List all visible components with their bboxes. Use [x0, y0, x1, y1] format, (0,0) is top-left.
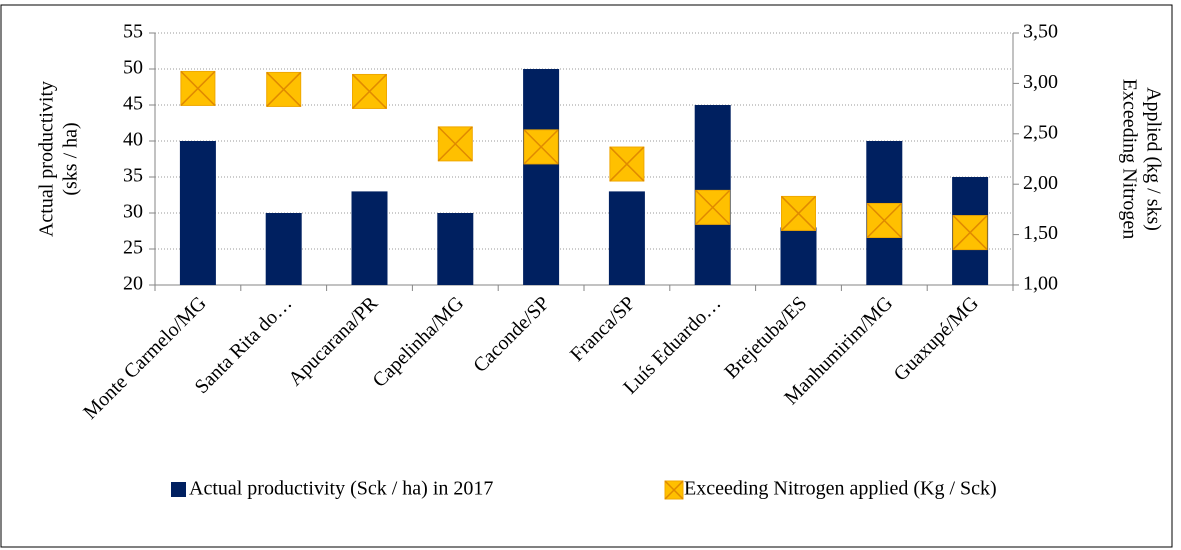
bar [351, 191, 388, 285]
bar [179, 141, 216, 285]
bar [523, 69, 560, 285]
bar [437, 213, 474, 285]
marker [523, 129, 559, 165]
marker [437, 126, 473, 162]
y2-axis-title: Applied (kg / sks) [1142, 87, 1164, 231]
y2-axis-title: Exceeding Nitrogen [1118, 79, 1140, 240]
y-axis-title: Actual productivity [36, 81, 58, 237]
y-tick-label: 30 [123, 201, 143, 223]
y-tick-label: 45 [123, 93, 143, 115]
marker [609, 146, 645, 182]
chart-frame [0, 4, 1173, 548]
y2-tick-label: 3,50 [1023, 21, 1058, 43]
y2-tick-label: 3,00 [1023, 71, 1058, 93]
y-tick-label: 20 [123, 273, 143, 295]
y-tick-label: 55 [123, 21, 143, 43]
y-tick-label: 50 [123, 57, 143, 79]
legend-label: Actual productivity (Sck / ha) in 2017 [189, 478, 493, 500]
marker [952, 215, 988, 251]
y2-tick-label: 1,50 [1023, 222, 1058, 244]
y-axis-title: (sks / ha) [60, 122, 82, 195]
y-tick-label: 35 [123, 165, 143, 187]
legend-swatch [664, 480, 684, 500]
marker [266, 71, 302, 107]
marker [695, 189, 731, 225]
legend-swatch [171, 482, 186, 497]
y-tick-label: 40 [123, 129, 143, 151]
y2-tick-label: 1,00 [1023, 273, 1058, 295]
bar [608, 191, 645, 285]
y2-tick-label: 2,00 [1023, 172, 1058, 194]
marker [180, 70, 216, 106]
y-tick-label: 25 [123, 237, 143, 259]
marker [866, 202, 902, 239]
bar [265, 213, 302, 285]
y2-tick-label: 2,50 [1023, 121, 1058, 143]
marker [780, 195, 817, 231]
legend-label: Exceeding Nitrogen applied (Kg / Sck) [684, 478, 997, 500]
marker [351, 73, 388, 109]
bar [780, 227, 817, 285]
